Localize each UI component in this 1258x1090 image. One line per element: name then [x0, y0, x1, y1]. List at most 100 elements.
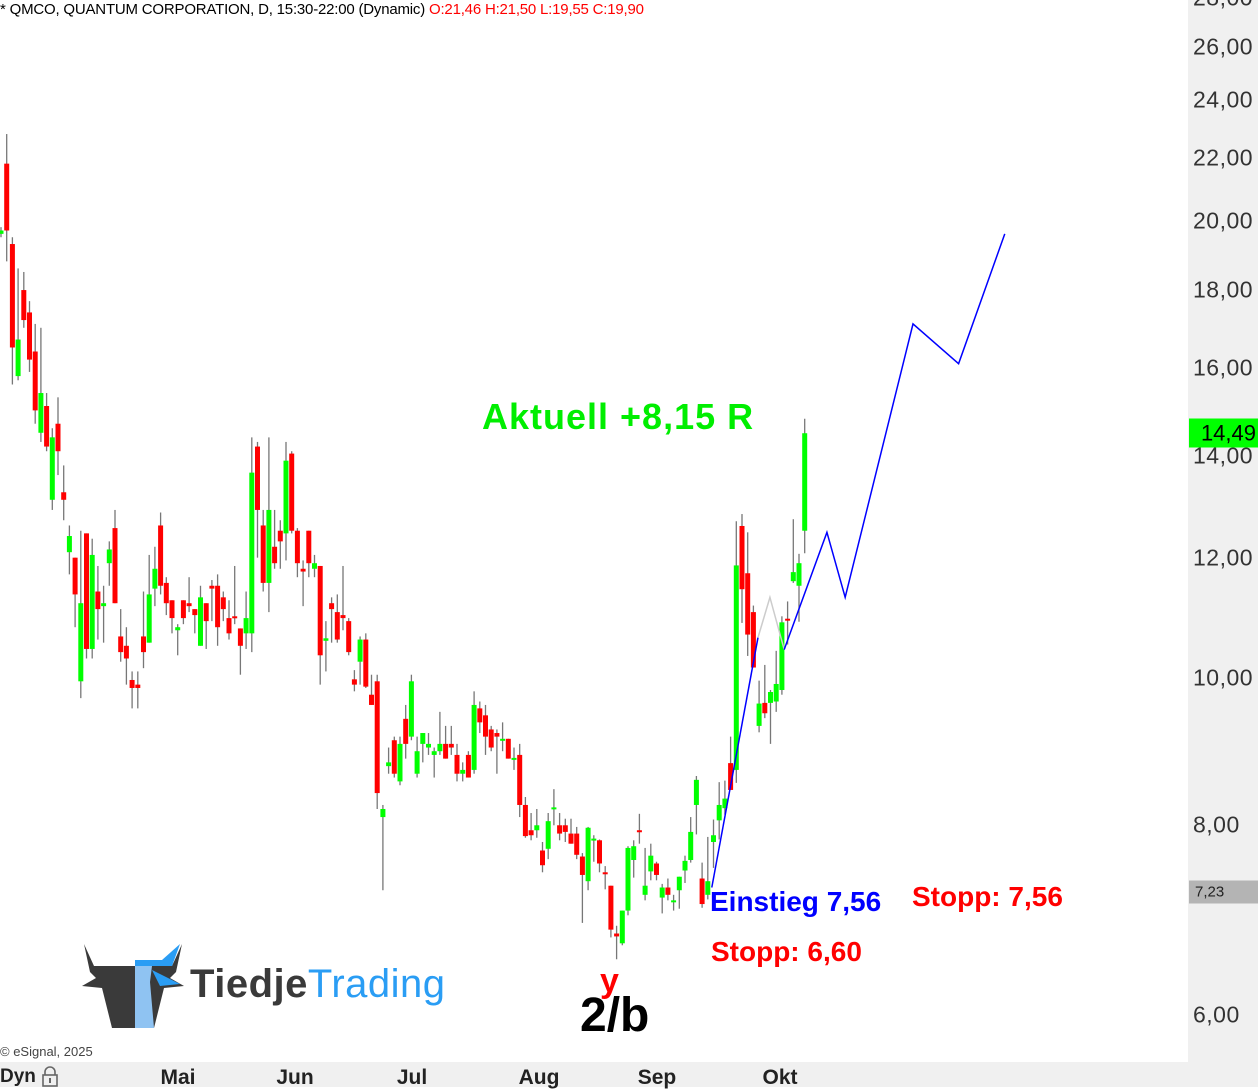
logo-text: TiedjeTrading	[190, 962, 446, 1007]
candle-down	[215, 585, 221, 628]
tiedjetrading-logo: TiedjeTrading	[80, 942, 460, 1028]
candle-down	[597, 840, 602, 864]
candle-down	[44, 406, 50, 447]
candle-down	[329, 603, 335, 610]
month-label: Mai	[160, 1066, 196, 1089]
candle-down	[517, 754, 523, 805]
candle-up	[460, 769, 466, 774]
candle-down	[562, 825, 568, 832]
chart-header: * QMCO, QUANTUM CORPORATION, D, 15:30-22…	[0, 1, 644, 18]
candle-down	[448, 743, 454, 748]
candle-up	[323, 638, 329, 641]
candle-down	[61, 492, 67, 500]
candle-up	[631, 846, 637, 860]
dynamic-scale-label: Dyn	[0, 1066, 36, 1087]
logo-text-tiedje: Tiedje	[190, 962, 308, 1006]
candle-down	[483, 715, 488, 737]
candle-down	[494, 733, 500, 737]
price-tick-label: 24,00	[1193, 86, 1254, 113]
candle-up	[511, 757, 517, 760]
candle-down	[277, 530, 283, 542]
candle-up	[89, 554, 95, 649]
candle-down	[351, 679, 357, 685]
candle-down	[317, 565, 323, 656]
candle-down	[346, 621, 352, 653]
candle-down	[226, 618, 232, 634]
candle-down	[255, 446, 260, 510]
candle-up	[682, 860, 688, 871]
candle-down	[579, 856, 585, 875]
candle-down	[374, 681, 380, 794]
bull-head-icon	[82, 944, 184, 1028]
projection-layer	[711, 233, 1006, 888]
candle-down	[192, 609, 198, 616]
candle-down	[220, 597, 226, 610]
candle-up	[152, 568, 158, 589]
candle-up	[78, 603, 84, 682]
candle-down	[522, 804, 528, 837]
annotation-einstieg: Einstieg 7,56	[710, 886, 882, 917]
candle-down	[95, 591, 101, 610]
candle-down	[340, 615, 346, 619]
candle-up	[101, 603, 107, 607]
candle-down	[454, 754, 460, 774]
candle-down	[785, 618, 791, 621]
candle-up	[619, 910, 625, 944]
candle-down	[636, 830, 642, 833]
candle-down	[403, 718, 409, 744]
price-tick-label: 18,00	[1193, 276, 1254, 303]
candle-up	[716, 804, 722, 821]
projection-alt-line	[757, 594, 785, 650]
candle-up	[802, 433, 808, 531]
price-tick-label: 26,00	[1193, 33, 1254, 60]
candle-down	[602, 872, 608, 875]
candle-up	[431, 751, 437, 755]
candle-up	[659, 887, 665, 898]
candle-down	[32, 351, 38, 411]
candle-down	[443, 743, 449, 759]
candle-down	[135, 684, 141, 688]
candle-down	[55, 423, 61, 452]
candle-down	[237, 628, 243, 646]
price-tick-label: 8,00	[1193, 811, 1240, 838]
price-tick-label: 20,00	[1193, 207, 1254, 234]
candle-down	[557, 825, 563, 834]
candle-up	[380, 808, 386, 818]
logo-text-trading: Trading	[307, 962, 446, 1006]
candle-down	[203, 603, 209, 622]
candle-up	[676, 876, 682, 891]
candle-down	[614, 933, 620, 937]
last-price-label: 14,49	[1189, 418, 1258, 448]
candle-up	[249, 472, 255, 634]
candle-down	[300, 568, 306, 572]
candle-up	[773, 683, 779, 702]
candle-up	[756, 703, 762, 726]
time-axis[interactable]	[0, 1062, 1258, 1087]
ohlc-readout: O:21,46 H:21,50 L:19,55 C:19,90	[429, 1, 644, 18]
candle-up	[779, 622, 785, 690]
month-label: Aug	[518, 1066, 560, 1089]
candle-up	[790, 572, 796, 582]
wave-label-2b: 2/b	[580, 989, 650, 1042]
candle-down	[84, 533, 89, 649]
candle-down	[665, 887, 671, 895]
candle-down	[9, 244, 15, 348]
candle-down	[129, 679, 135, 688]
candle-up	[733, 565, 739, 770]
candle-up	[198, 597, 203, 646]
candle-down	[294, 530, 300, 564]
price-chart[interactable]	[0, 0, 1188, 1062]
candle-down	[568, 833, 574, 844]
candle-up	[397, 743, 403, 782]
candle-up	[534, 825, 540, 831]
candle-up	[0, 230, 4, 234]
candle-up	[312, 563, 317, 569]
candle-up	[266, 509, 272, 583]
candle-down	[363, 639, 369, 687]
candle-down	[369, 694, 374, 705]
candle-up	[648, 855, 654, 872]
price-tick-label: 16,00	[1193, 354, 1254, 381]
candle-up	[15, 339, 21, 377]
lock-icon[interactable]	[40, 1066, 60, 1087]
candle-up	[722, 798, 728, 809]
